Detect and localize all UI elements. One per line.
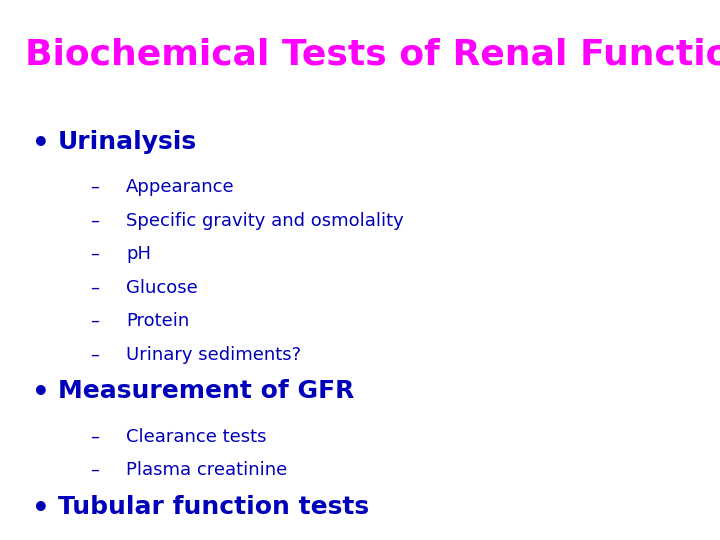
Text: Glucose: Glucose — [126, 279, 198, 296]
Text: •: • — [32, 495, 50, 523]
Text: –: – — [90, 428, 99, 445]
Text: Appearance: Appearance — [126, 178, 235, 196]
Text: Urinalysis: Urinalysis — [58, 130, 197, 153]
Text: –: – — [90, 346, 99, 363]
Text: Tubular function tests: Tubular function tests — [58, 495, 369, 518]
Text: –: – — [90, 461, 99, 479]
Text: –: – — [90, 245, 99, 263]
Text: –: – — [90, 279, 99, 296]
Text: –: – — [90, 212, 99, 230]
Text: •: • — [32, 130, 50, 158]
Text: Biochemical Tests of Renal Function: Biochemical Tests of Renal Function — [25, 38, 720, 72]
Text: •: • — [32, 379, 50, 407]
Text: Measurement of GFR: Measurement of GFR — [58, 379, 354, 403]
Text: Specific gravity and osmolality: Specific gravity and osmolality — [126, 212, 404, 230]
Text: pH: pH — [126, 245, 151, 263]
Text: Plasma creatinine: Plasma creatinine — [126, 461, 287, 479]
Text: Clearance tests: Clearance tests — [126, 428, 266, 445]
Text: –: – — [90, 178, 99, 196]
Text: –: – — [90, 312, 99, 330]
Text: Urinary sediments?: Urinary sediments? — [126, 346, 301, 363]
Text: Protein: Protein — [126, 312, 189, 330]
